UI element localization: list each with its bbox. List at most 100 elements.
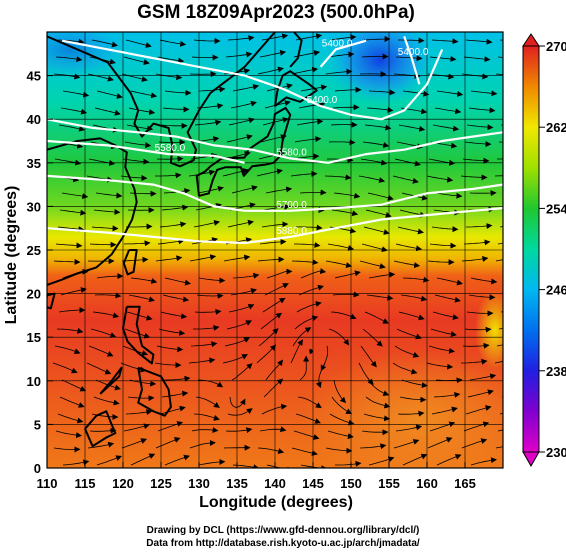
streamline-arrow — [434, 107, 462, 115]
streamline-arrow — [402, 276, 430, 283]
y-tick-label: 5 — [34, 417, 41, 432]
streamline-arrow — [229, 396, 246, 408]
streamline-arrow — [465, 405, 492, 415]
coastline — [47, 32, 276, 168]
streamline-arrow — [359, 260, 386, 269]
streamline-arrow — [395, 55, 423, 62]
streamline-arrow — [61, 192, 89, 200]
streamline-arrow — [358, 175, 386, 183]
streamline-arrow — [496, 344, 503, 347]
x-tick-label: 125 — [150, 476, 172, 491]
streamline-arrow — [436, 90, 464, 97]
height-contour-line — [61, 39, 444, 121]
colorbar-tick-label: 238 — [546, 364, 566, 379]
streamline-arrow — [96, 455, 123, 466]
colorbar: 230 238 246 254 262 270 — [522, 33, 566, 468]
streamline-arrow — [91, 225, 119, 232]
streamline-arrow — [123, 423, 150, 432]
streamline-arrow — [130, 90, 158, 99]
streamline-arrow — [398, 124, 426, 132]
streamline-arrow — [91, 39, 118, 48]
streamline-arrow — [193, 38, 221, 44]
streamline-arrow — [368, 456, 395, 466]
streamline-arrow — [327, 243, 355, 251]
streamline-arrow — [365, 396, 391, 409]
streamline-arrow — [263, 203, 291, 211]
x-tick-label: 140 — [264, 476, 286, 491]
x-tick-label: 165 — [454, 476, 476, 491]
contour-label: 5580.0 — [276, 147, 307, 158]
streamline-arrow — [93, 396, 120, 406]
streamline-arrow — [495, 259, 503, 262]
streamline-arrow — [359, 443, 387, 450]
streamline-arrow — [121, 438, 148, 449]
warm-region-southeast — [300, 350, 503, 468]
streamline-arrow — [159, 39, 187, 47]
streamline-arrow — [401, 379, 428, 389]
streamline-arrow — [392, 362, 418, 375]
y-tick-label: 0 — [34, 461, 41, 476]
streamline-arrow — [296, 118, 324, 126]
streamline-arrow — [463, 56, 491, 63]
y-tick-label: 10 — [27, 374, 41, 389]
streamline-arrow — [399, 396, 427, 403]
streamline-arrow — [395, 243, 423, 252]
streamline-arrow — [259, 49, 287, 58]
colorbar-top-arrow — [522, 33, 540, 47]
height-contour-line — [319, 39, 367, 68]
streamline-arrow — [499, 412, 503, 415]
streamline-arrow — [393, 260, 421, 269]
streamline-arrow — [426, 175, 454, 183]
streamline-arrow — [364, 124, 392, 131]
streamline-arrow — [261, 403, 288, 415]
streamline-arrow — [500, 311, 503, 313]
streamline-arrow — [295, 224, 323, 231]
x-tick-label: 120 — [112, 476, 134, 491]
streamline-arrow — [58, 307, 86, 314]
streamline-arrow — [334, 86, 362, 93]
streamline-arrow — [431, 226, 459, 233]
streamline-arrow — [293, 430, 320, 440]
height-contours: 5400.0 5400.0 5400.0 5580.0 5580.0 5700.0 5880… — [47, 36, 503, 245]
colorbar-bottom-arrow — [522, 451, 540, 468]
streamline-arrow — [497, 56, 503, 58]
streamline-arrow — [470, 457, 497, 466]
coastline — [274, 70, 318, 107]
streamline-arrow — [93, 208, 121, 215]
streamline-arrow — [257, 66, 284, 75]
colorbar-tick-label: 270 — [546, 39, 566, 54]
height-contour-line — [47, 118, 503, 164]
streamline-arrow — [193, 413, 220, 421]
streamline-arrow — [120, 175, 148, 182]
streamline-arrow — [222, 354, 248, 364]
streamline-arrow — [332, 104, 360, 111]
streamline-arrow — [92, 311, 120, 319]
streamline-arrow — [263, 378, 284, 398]
streamline-arrow — [324, 174, 352, 181]
streamline-arrow — [190, 341, 218, 348]
streamline-arrow — [402, 453, 428, 466]
streamline-arrow — [157, 56, 185, 64]
streamline-arrow — [189, 254, 217, 262]
streamline-arrow — [433, 391, 461, 398]
streamline-arrow — [130, 453, 156, 466]
streamline-arrow — [196, 292, 224, 299]
y-tick-label: 35 — [27, 156, 41, 171]
streamline-arrow — [56, 327, 84, 334]
streamline-arrow — [325, 447, 353, 454]
streamline-arrow — [162, 106, 190, 113]
streamline-arrow — [295, 413, 321, 424]
streamline-arrow — [59, 396, 85, 408]
streamline-arrow — [494, 360, 503, 364]
streamline-arrow — [227, 219, 254, 228]
streamline-arrow — [89, 241, 117, 248]
streamline-arrow — [435, 192, 463, 199]
y-tick-label: 30 — [27, 199, 41, 214]
streamline-arrow — [230, 288, 257, 296]
streamline-arrow — [499, 226, 503, 228]
streamline-arrow — [368, 271, 396, 279]
streamline-arrow — [368, 89, 396, 96]
streamline-arrow — [55, 56, 83, 63]
streamline-arrow — [87, 441, 115, 449]
streamline-arrow — [325, 68, 353, 75]
